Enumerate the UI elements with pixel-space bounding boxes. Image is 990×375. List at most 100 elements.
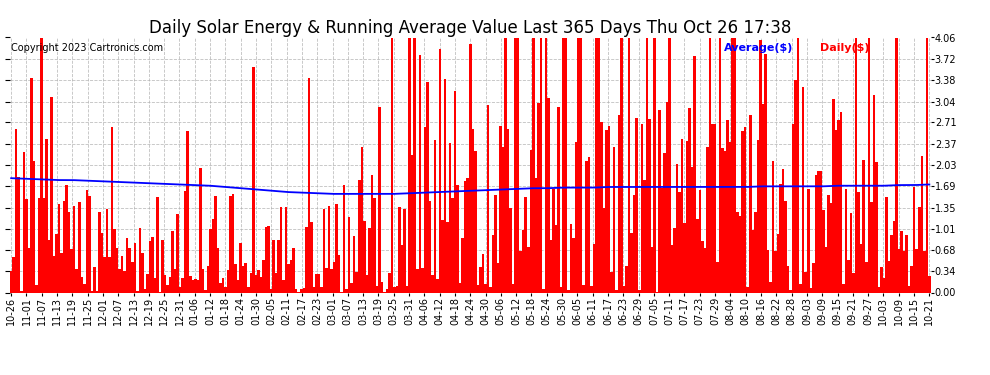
Bar [817,171,820,292]
Bar [494,195,497,292]
Bar [923,251,926,292]
Bar [549,240,552,292]
Title: Daily Solar Energy & Running Average Value Last 365 Days Thu Oct 26 17:38: Daily Solar Energy & Running Average Val… [149,20,791,38]
Bar [888,261,890,292]
Bar [926,38,928,292]
Bar [616,290,618,292]
Bar [119,269,121,292]
Bar [365,275,368,292]
Bar [802,87,805,292]
Bar [129,248,131,292]
Bar [197,280,199,292]
Bar [222,278,225,292]
Bar [18,177,20,292]
Bar [883,278,885,292]
Bar [199,168,202,292]
Bar [885,197,888,292]
Bar [522,230,525,292]
Bar [774,251,777,292]
Bar [911,266,913,292]
Bar [535,178,538,292]
Bar [787,266,789,292]
Bar [701,241,704,292]
Bar [141,254,144,292]
Bar [543,289,545,292]
Bar [903,251,906,292]
Bar [734,38,737,292]
Bar [743,128,746,292]
Bar [916,249,918,292]
Bar [784,201,787,292]
Bar [759,40,761,292]
Bar [373,198,375,292]
Bar [15,129,18,292]
Bar [906,235,908,292]
Bar [779,184,782,292]
Bar [764,54,766,292]
Bar [453,91,456,292]
Bar [401,245,403,292]
Bar [754,212,756,292]
Bar [398,207,401,292]
Bar [375,286,378,292]
Bar [645,38,648,292]
Bar [393,286,396,292]
Bar [91,291,93,292]
Bar [290,260,292,292]
Bar [572,238,575,292]
Bar [202,269,204,292]
Bar [320,287,323,292]
Bar [70,249,73,292]
Bar [544,38,547,292]
Bar [310,222,313,292]
Bar [235,264,237,292]
Bar [538,103,540,292]
Bar [469,44,471,292]
Bar [515,38,517,292]
Bar [323,209,325,292]
Bar [691,167,693,292]
Bar [360,147,363,292]
Bar [103,257,106,292]
Bar [174,269,176,292]
Bar [805,272,807,292]
Bar [849,213,852,292]
Bar [444,79,446,292]
Bar [136,291,139,292]
Bar [732,38,734,292]
Bar [292,248,295,292]
Bar [63,201,65,292]
Bar [722,148,724,292]
Bar [466,178,469,292]
Bar [275,273,277,292]
Bar [838,120,840,292]
Bar [704,248,706,292]
Bar [497,263,499,292]
Bar [577,38,580,292]
Bar [658,110,660,292]
Bar [303,288,305,292]
Bar [43,198,46,292]
Bar [699,190,701,292]
Bar [242,266,245,292]
Bar [525,197,527,292]
Bar [570,224,572,292]
Bar [280,207,282,292]
Bar [300,289,303,292]
Bar [476,285,479,292]
Bar [855,38,857,292]
Bar [277,240,280,292]
Bar [73,206,75,292]
Bar [665,102,668,292]
Bar [20,291,23,292]
Bar [331,269,333,292]
Bar [807,189,810,292]
Bar [411,155,414,292]
Bar [48,240,50,292]
Bar [106,209,108,292]
Bar [338,255,341,292]
Bar [75,270,78,292]
Bar [671,244,673,292]
Bar [269,289,272,292]
Bar [650,248,653,292]
